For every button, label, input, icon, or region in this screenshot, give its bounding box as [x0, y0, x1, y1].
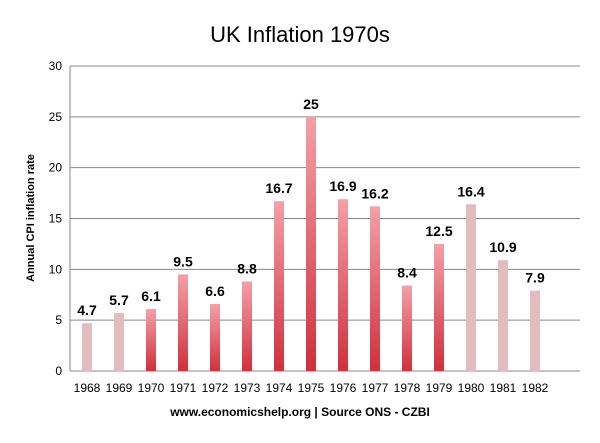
bar-1978 — [402, 285, 412, 371]
x-tick-label: 1974 — [266, 381, 293, 395]
y-tick-label: 15 — [49, 212, 63, 226]
x-tick-label: 1982 — [522, 381, 549, 395]
x-tick-label: 1979 — [426, 381, 453, 395]
data-label: 6.1 — [141, 288, 161, 304]
x-tick-label: 1976 — [330, 381, 357, 395]
y-axis-label: Annual CPI inflation rate — [25, 154, 37, 282]
bar-1981 — [498, 260, 508, 371]
bar-1968 — [82, 323, 92, 371]
x-tick-label: 1973 — [234, 381, 261, 395]
bar-1979 — [434, 243, 444, 371]
x-tick-label: 1977 — [362, 381, 389, 395]
x-tick-label: 1970 — [138, 381, 165, 395]
x-tick-label: 1968 — [74, 381, 101, 395]
bar-1974 — [274, 201, 284, 371]
x-tick-label: 1980 — [458, 381, 485, 395]
data-label: 4.7 — [77, 302, 97, 318]
bar-1972 — [210, 303, 220, 371]
x-tick-label: 1975 — [298, 381, 325, 395]
data-label: 7.9 — [525, 270, 545, 286]
x-tick-label: 1978 — [394, 381, 421, 395]
x-axis-label: www.economicshelp.org | Source ONS - CZB… — [169, 405, 430, 419]
data-label: 16.4 — [457, 183, 484, 199]
data-label: 16.7 — [265, 180, 292, 196]
y-tick-label: 5 — [55, 313, 62, 327]
y-tick-label: 0 — [55, 364, 62, 378]
bar-1977 — [370, 206, 380, 371]
data-label: 16.9 — [329, 178, 356, 194]
y-tick-label: 10 — [49, 262, 63, 276]
bar-1976 — [338, 199, 348, 371]
data-label: 25 — [303, 96, 319, 112]
data-label: 9.5 — [173, 253, 193, 269]
x-tick-label: 1971 — [170, 381, 197, 395]
data-label: 8.4 — [397, 265, 417, 281]
data-label: 12.5 — [425, 223, 452, 239]
bar-1975 — [306, 116, 316, 371]
bar-1982 — [530, 290, 540, 371]
data-label: 5.7 — [109, 292, 129, 308]
y-tick-label: 20 — [49, 161, 63, 175]
data-label: 6.6 — [205, 283, 225, 299]
data-label: 16.2 — [361, 185, 388, 201]
bar-1973 — [242, 281, 252, 371]
data-label: 8.8 — [237, 261, 257, 277]
y-tick-label: 30 — [49, 59, 63, 73]
x-tick-label: 1969 — [106, 381, 133, 395]
bar-1971 — [178, 274, 188, 371]
y-tick-label: 25 — [49, 110, 63, 124]
x-tick-label: 1981 — [490, 381, 517, 395]
chart-title: UK Inflation 1970s — [210, 22, 390, 47]
bar-1980 — [466, 204, 476, 371]
data-label: 10.9 — [489, 239, 516, 255]
x-tick-label: 1972 — [202, 381, 229, 395]
bar-1969 — [114, 313, 124, 371]
bar-1970 — [146, 308, 156, 371]
